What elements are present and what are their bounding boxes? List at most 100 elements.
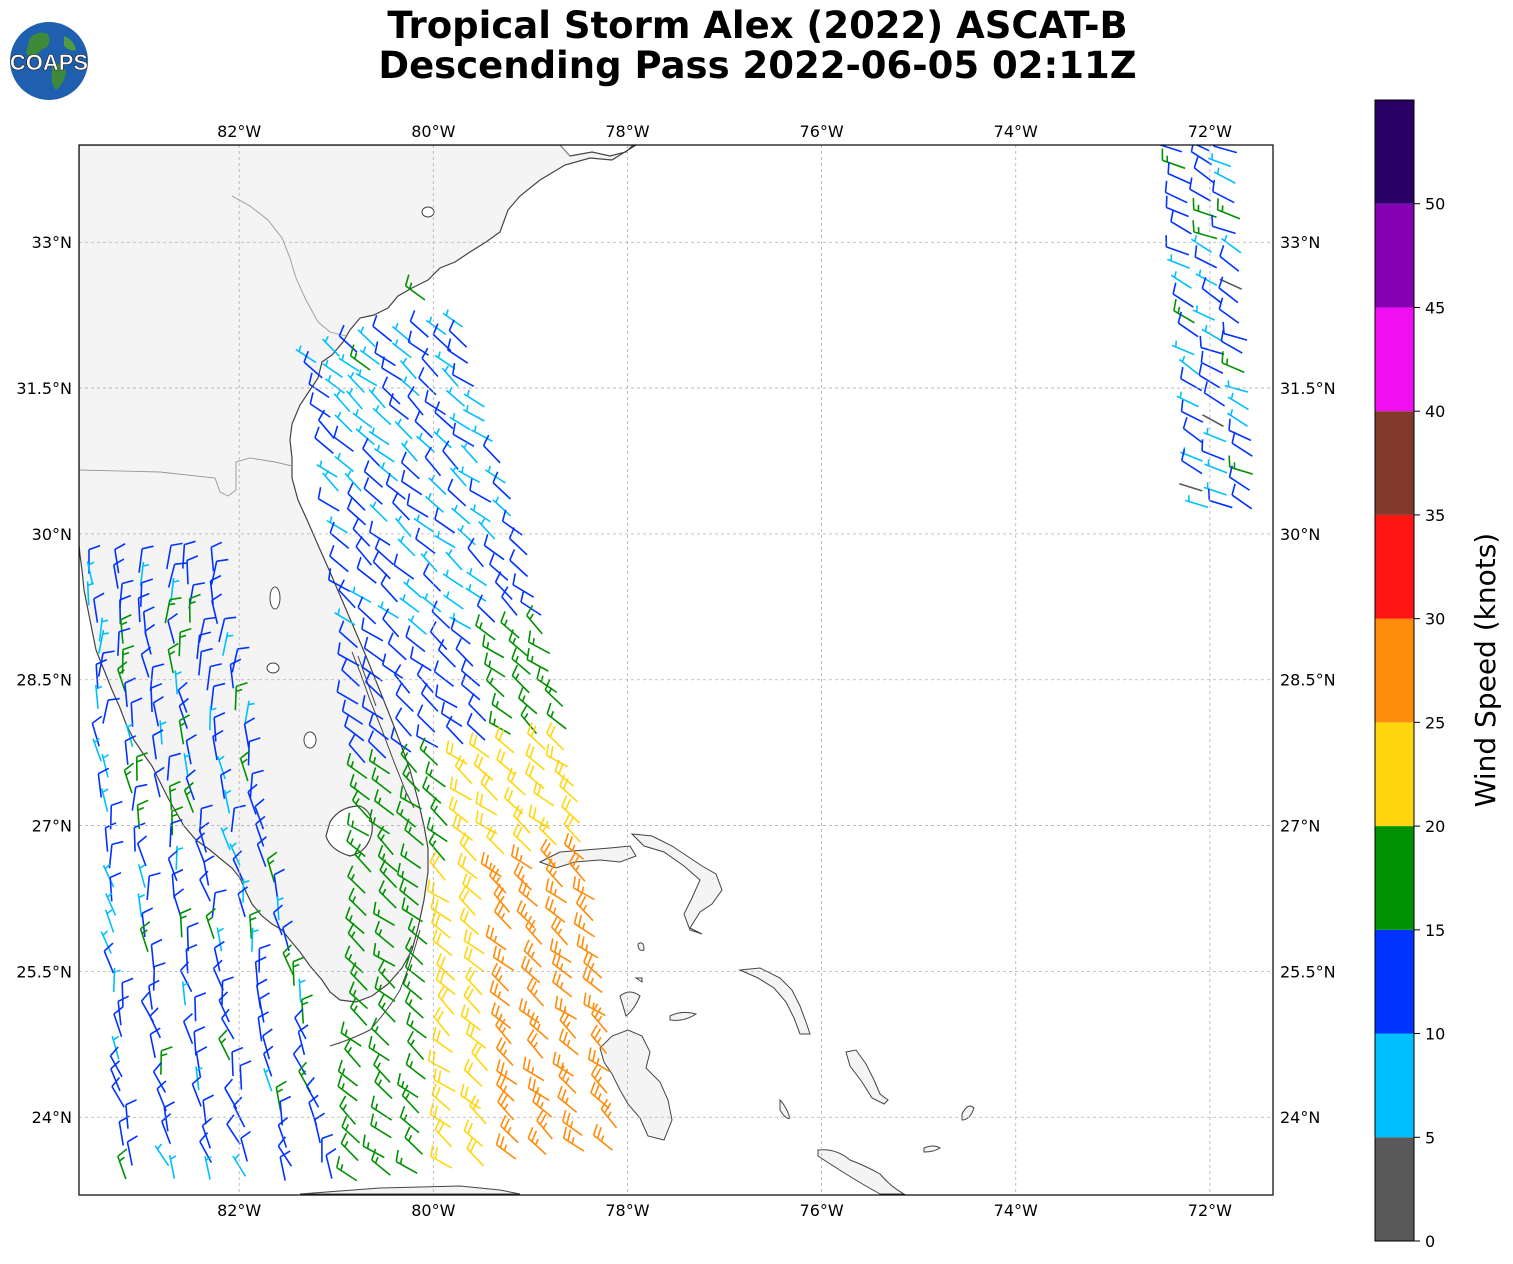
wind-barb xyxy=(463,984,481,1014)
wind-barb xyxy=(1221,351,1245,374)
lat-tick-label: 28.5°N xyxy=(1280,671,1336,690)
wind-barb xyxy=(483,534,505,561)
wind-barb xyxy=(494,571,513,600)
wind-barb xyxy=(382,608,400,638)
wind-barb xyxy=(198,821,210,853)
wind-barb xyxy=(191,1075,202,1107)
wind-barb xyxy=(462,872,482,901)
wind-barb xyxy=(86,561,95,585)
wind-barb xyxy=(218,991,230,1023)
wind-barb xyxy=(509,549,529,578)
wind-barb xyxy=(325,1148,337,1179)
wind-barb xyxy=(372,314,393,342)
wind-barb xyxy=(117,1148,128,1180)
wind-barb xyxy=(94,684,103,709)
wind-barb xyxy=(195,1066,203,1091)
wind-barb xyxy=(501,509,523,536)
wind-barb xyxy=(139,561,150,587)
wind-barb xyxy=(131,783,148,811)
lat-tick-label: 25.5°N xyxy=(16,962,72,981)
wind-barb xyxy=(1226,409,1248,427)
wind-barb xyxy=(126,1135,138,1166)
wind-barb xyxy=(400,843,422,870)
wind-barb xyxy=(229,842,241,866)
wind-barb xyxy=(471,1041,489,1072)
wind-barb xyxy=(522,1056,545,1082)
wind-barb xyxy=(545,878,568,904)
wind-barb xyxy=(443,591,464,610)
colorbar: 0 5 10 15 20 25 30 35 40 45 50 Wind Speed (knots) xyxy=(1374,99,1502,1251)
wind-barb xyxy=(1195,269,1218,287)
wind-barb xyxy=(1182,417,1204,444)
wind-barb xyxy=(178,697,190,729)
wind-barb xyxy=(374,1070,393,1100)
colorbar-bin xyxy=(1375,929,1414,1034)
wind-barb xyxy=(406,1012,427,1039)
wind-barb xyxy=(466,1137,485,1167)
wind-barb xyxy=(496,1059,518,1086)
wind-barb xyxy=(306,1076,320,1108)
state-boundary xyxy=(79,457,293,497)
wind-barb xyxy=(436,953,456,981)
wind-barb xyxy=(1218,276,1239,304)
wind-barb xyxy=(368,809,390,835)
wind-barb xyxy=(374,976,396,1003)
wind-barb xyxy=(379,859,398,889)
wind-barb xyxy=(572,876,595,901)
wind-barb xyxy=(334,411,353,433)
bahamas-andros xyxy=(599,1029,673,1141)
wind-barb xyxy=(130,697,143,727)
lon-tick-label: 74°W xyxy=(994,1201,1038,1220)
lon-tick-label: 72°W xyxy=(1188,122,1232,141)
wind-barb xyxy=(452,422,475,447)
lat-tick-label: 30°N xyxy=(1280,525,1320,544)
wind-barb xyxy=(355,369,378,387)
wind-barb xyxy=(1192,220,1218,240)
wind-barb xyxy=(98,617,109,642)
wind-barb xyxy=(188,593,201,623)
wind-barb xyxy=(193,1026,206,1056)
wind-barb xyxy=(496,748,516,776)
wind-barb xyxy=(458,886,476,916)
bahamas-abaco xyxy=(630,833,723,935)
wind-barb xyxy=(552,1051,574,1077)
wind-barb xyxy=(322,359,343,378)
wind-barb xyxy=(430,896,452,922)
wind-barb xyxy=(561,795,580,824)
wind-barb xyxy=(146,872,161,901)
wind-barb xyxy=(427,1049,451,1073)
wind-barb xyxy=(217,755,226,780)
wind-barb xyxy=(341,658,360,687)
wind-barb xyxy=(167,562,187,588)
wind-barb xyxy=(370,1148,391,1176)
wind-barb xyxy=(563,833,585,860)
wind-barb xyxy=(421,347,439,378)
wind-barb xyxy=(98,629,110,654)
wind-barb xyxy=(395,800,417,828)
wind-barb xyxy=(1190,235,1213,254)
wind-barb xyxy=(536,1110,553,1140)
wind-barb xyxy=(465,1022,487,1049)
wind-barb xyxy=(466,712,486,741)
wind-barb xyxy=(431,1083,451,1111)
wind-barb xyxy=(314,426,334,454)
wind-barb xyxy=(549,938,572,963)
wind-barb xyxy=(333,425,354,453)
wind-barb xyxy=(123,762,135,794)
wind-barb xyxy=(220,1008,235,1040)
wind-barb xyxy=(510,844,533,870)
wind-barb xyxy=(413,514,435,533)
wind-barb xyxy=(434,401,454,430)
wind-barb xyxy=(468,693,487,722)
wind-barb xyxy=(1228,455,1254,475)
wind-barb xyxy=(442,569,464,588)
wind-barb xyxy=(167,612,178,644)
wind-barb xyxy=(475,614,496,641)
wind-barb xyxy=(144,623,156,655)
lat-tick-label: 28.5°N xyxy=(16,671,72,690)
wind-barb xyxy=(244,700,255,725)
wind-barb xyxy=(262,1028,273,1060)
wind-barb xyxy=(488,864,507,894)
wind-barb xyxy=(148,979,160,1010)
wind-barb xyxy=(308,372,330,399)
